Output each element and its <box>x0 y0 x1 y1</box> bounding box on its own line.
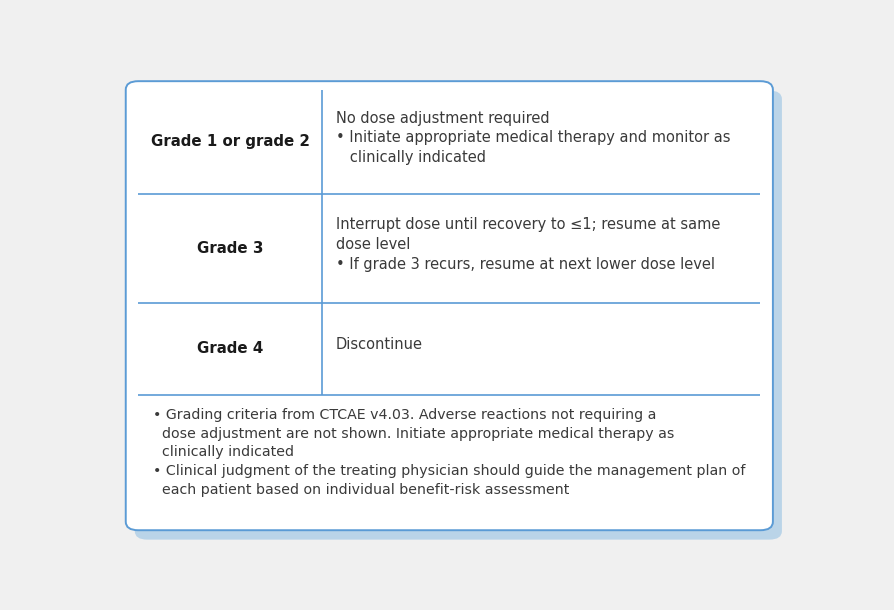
Text: dose level: dose level <box>335 237 409 252</box>
Text: • Initiate appropriate medical therapy and monitor as: • Initiate appropriate medical therapy a… <box>335 131 730 145</box>
Text: clinically indicated: clinically indicated <box>335 150 485 165</box>
Text: • Clinical judgment of the treating physician should guide the management plan o: • Clinical judgment of the treating phys… <box>154 464 745 478</box>
Text: Grade 4: Grade 4 <box>197 342 263 356</box>
Text: No dose adjustment required: No dose adjustment required <box>335 110 549 126</box>
Text: Interrupt dose until recovery to ≤1; resume at same: Interrupt dose until recovery to ≤1; res… <box>335 217 719 232</box>
Text: each patient based on individual benefit-risk assessment: each patient based on individual benefit… <box>154 483 569 497</box>
Text: dose adjustment are not shown. Initiate appropriate medical therapy as: dose adjustment are not shown. Initiate … <box>154 426 674 440</box>
Text: • Grading criteria from CTCAE v4.03. Adverse reactions not requiring a: • Grading criteria from CTCAE v4.03. Adv… <box>154 408 656 422</box>
Text: Discontinue: Discontinue <box>335 337 422 353</box>
Text: Grade 3: Grade 3 <box>197 241 263 256</box>
Text: Grade 1 or grade 2: Grade 1 or grade 2 <box>150 134 309 149</box>
FancyBboxPatch shape <box>135 90 781 540</box>
Text: • If grade 3 recurs, resume at next lower dose level: • If grade 3 recurs, resume at next lowe… <box>335 257 713 272</box>
Text: clinically indicated: clinically indicated <box>154 445 294 459</box>
FancyBboxPatch shape <box>125 81 772 530</box>
